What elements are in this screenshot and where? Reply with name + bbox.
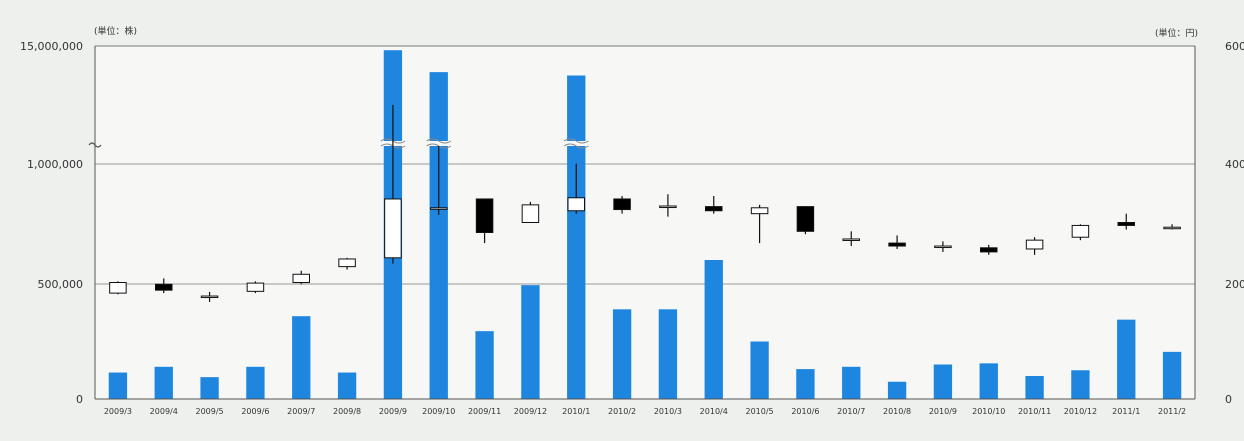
price-candles — [109, 104, 1181, 302]
volume-bar — [567, 75, 586, 399]
volume-bar — [1162, 351, 1182, 399]
candle-body-down — [1117, 222, 1135, 226]
x-tick-label: 2009/7 — [287, 407, 315, 416]
candle-body-up — [842, 238, 860, 241]
candle-body-up — [521, 204, 540, 224]
bar-break-gap — [427, 141, 450, 146]
volume-bar — [1117, 319, 1136, 399]
volume-bar — [658, 309, 678, 399]
x-tick-label: 2010/1 — [562, 407, 590, 416]
volume-bar — [979, 363, 998, 399]
x-tick-label: 2010/10 — [972, 407, 1005, 416]
x-tick-label: 2009/3 — [104, 407, 132, 416]
candle-body-down — [888, 242, 906, 247]
y-right-tick-label: 200 — [1225, 278, 1244, 291]
volume-bar — [521, 285, 540, 399]
candle-body-up — [659, 205, 677, 209]
x-tick-label: 2010/11 — [1018, 407, 1051, 416]
candle-body-up — [934, 245, 952, 249]
candle-body-up — [338, 258, 356, 268]
y-left-tick-label: 500,000 — [38, 278, 84, 291]
candle-body-down — [796, 206, 815, 232]
candle-body-up — [1163, 226, 1181, 230]
volume-bar — [1025, 376, 1044, 399]
candle-body-down — [705, 206, 723, 212]
left-unit-label: (単位：株) — [94, 25, 137, 37]
candle-body-up — [200, 295, 219, 299]
volume-bar — [108, 372, 128, 399]
x-tick-label: 2009/6 — [241, 407, 269, 416]
volume-bar — [246, 366, 265, 399]
plot-background — [95, 46, 1195, 399]
bar-break-gap — [565, 141, 588, 146]
volume-bar — [933, 364, 953, 399]
bar-break-mark — [426, 143, 452, 149]
axes: 15,000,000 1,000,000 500,000 0 600 400 200 0 200… — [20, 40, 1244, 416]
candle-body-up — [1025, 239, 1044, 250]
x-tick-label: 2009/12 — [514, 407, 547, 416]
candle-body-up — [246, 282, 265, 292]
volume-bar — [154, 366, 173, 399]
grid-lines — [95, 163, 1195, 285]
x-tick-label: 2011/2 — [1158, 407, 1186, 416]
volume-bar — [200, 377, 219, 399]
volume-bar — [704, 260, 723, 399]
candle-body-down — [980, 247, 998, 253]
y-right-tick-label: 400 — [1225, 158, 1244, 171]
x-tick-label: 2010/5 — [746, 407, 774, 416]
x-tick-label: 2010/9 — [929, 407, 957, 416]
bar-break-mark — [563, 143, 589, 149]
x-tick-label: 2010/7 — [837, 407, 865, 416]
candle-body-up — [384, 198, 402, 259]
candle-body-up — [750, 207, 769, 215]
x-tick-label: 2010/8 — [883, 407, 911, 416]
candle-body-up — [292, 273, 310, 284]
x-tick-label: 2009/9 — [379, 407, 407, 416]
x-tick-label: 2009/5 — [196, 407, 224, 416]
y-left-tick-label: 1,000,000 — [27, 158, 83, 171]
y-left-tick-label: 15,000,000 — [20, 40, 83, 53]
x-tick-label: 2009/4 — [150, 407, 178, 416]
x-tick-label: 2009/11 — [468, 407, 501, 416]
bar-break-mark — [426, 138, 452, 144]
volume-bar — [612, 309, 632, 399]
x-tick-label: 2010/2 — [608, 407, 636, 416]
x-tick-label: 2010/4 — [700, 407, 728, 416]
bar-break-mark — [563, 138, 589, 144]
x-tick-label: 2010/12 — [1064, 407, 1097, 416]
axis-break-mark — [88, 142, 102, 148]
candle-body-down — [613, 198, 631, 211]
volume-bar — [292, 316, 311, 399]
volume-bar — [337, 372, 357, 399]
volume-bar — [750, 341, 769, 399]
volume-bar — [1071, 370, 1090, 399]
volume-bar — [429, 72, 448, 399]
volume-bar — [475, 331, 494, 399]
right-unit-label: (単位：円) — [1155, 27, 1198, 39]
volume-bar — [887, 381, 907, 399]
volume-bar — [842, 366, 861, 399]
y-right-tick-label: 0 — [1225, 393, 1232, 406]
candle-body-up — [1071, 224, 1090, 238]
y-left-tick-label: 0 — [76, 393, 83, 406]
x-tick-label: 2010/6 — [791, 407, 819, 416]
x-tick-label: 2009/8 — [333, 407, 361, 416]
x-tick-label: 2011/1 — [1112, 407, 1140, 416]
y-right-tick-label: 600 — [1225, 40, 1244, 53]
x-tick-label: 2010/3 — [654, 407, 682, 416]
volume-bar — [796, 369, 815, 399]
candle-body-up — [109, 282, 127, 294]
candle-body-up — [567, 197, 585, 212]
x-tick-label: 2009/10 — [422, 407, 455, 416]
candle-body-down — [475, 198, 494, 234]
volume-bars — [108, 50, 1182, 399]
candle-body-up — [430, 207, 448, 210]
candle-body-down — [155, 283, 173, 291]
